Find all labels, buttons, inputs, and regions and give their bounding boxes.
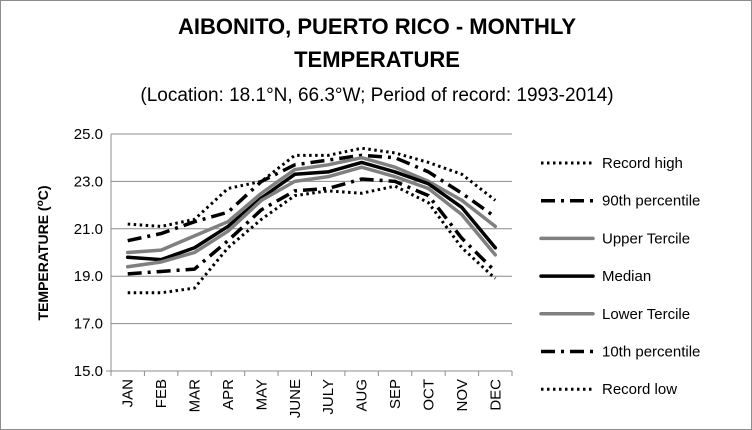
series-lines bbox=[125, 146, 498, 295]
y-tick-label: 21.0 bbox=[74, 221, 103, 238]
legend-label: Lower Tercile bbox=[602, 306, 690, 323]
legend-label: 90th percentile bbox=[602, 193, 700, 210]
y-tick-labels: 15.0 17.0 19.0 21.0 23.0 25.0 bbox=[74, 126, 103, 380]
series-line-10th-percentile bbox=[127, 177, 497, 276]
chart-subtitle: (Location: 18.1°N, 66.3°W; Period of rec… bbox=[140, 85, 613, 106]
series-line-upper-tercile bbox=[125, 155, 498, 255]
x-tick-label: JUNE bbox=[287, 379, 304, 418]
legend-label: Median bbox=[602, 268, 651, 285]
series-line-record-high bbox=[127, 146, 497, 228]
axes bbox=[106, 134, 513, 376]
x-tick-label: DEC bbox=[487, 379, 504, 411]
x-tick-labels: JAN FEB MAR APR MAY JUNE JULY AUG SEP OCT NOV DEC bbox=[120, 379, 505, 418]
x-tick-label: JULY bbox=[320, 379, 337, 415]
series-line-90th-percentile bbox=[127, 153, 497, 243]
chart-title-line-2: TEMPERATURE bbox=[294, 47, 460, 72]
series-line-record-low bbox=[127, 184, 497, 295]
legend-label: Record low bbox=[602, 381, 677, 398]
x-tick-label: AUG bbox=[354, 379, 371, 412]
y-axis-label: TEMPERATURE (oC) bbox=[35, 186, 51, 321]
y-tick-label: 17.0 bbox=[74, 316, 103, 333]
y-axis-label-unit: C) bbox=[35, 186, 51, 201]
series-line-lower-tercile bbox=[125, 165, 498, 269]
x-tick-label: APR bbox=[220, 379, 237, 410]
x-tick-label: NOV bbox=[454, 379, 471, 412]
chart-title-line-1: AIBONITO, PUERTO RICO - MONTHLY bbox=[178, 14, 576, 39]
y-tick-label: 19.0 bbox=[74, 268, 103, 285]
legend-label: 10th percentile bbox=[602, 344, 700, 361]
x-tick-label: OCT bbox=[420, 379, 437, 411]
y-tick-label: 25.0 bbox=[74, 126, 103, 143]
legend-label: Upper Tercile bbox=[602, 230, 690, 247]
series-line-median bbox=[125, 160, 498, 262]
y-axis-label-main: TEMPERATURE ( bbox=[35, 206, 51, 320]
x-tick-label: SEP bbox=[387, 379, 404, 409]
x-tick-label: MAR bbox=[187, 379, 204, 413]
legend-label: Record high bbox=[602, 155, 683, 172]
x-tick-label: MAY bbox=[253, 379, 270, 410]
x-tick-label: FEB bbox=[153, 379, 170, 408]
legend: Record high 90th percentile Upper Tercile M… bbox=[539, 155, 700, 398]
y-tick-label: 15.0 bbox=[74, 363, 103, 380]
x-tick-label: JAN bbox=[120, 379, 137, 407]
y-tick-label: 23.0 bbox=[74, 173, 103, 190]
y-axis-label-superscript: o bbox=[35, 200, 46, 206]
